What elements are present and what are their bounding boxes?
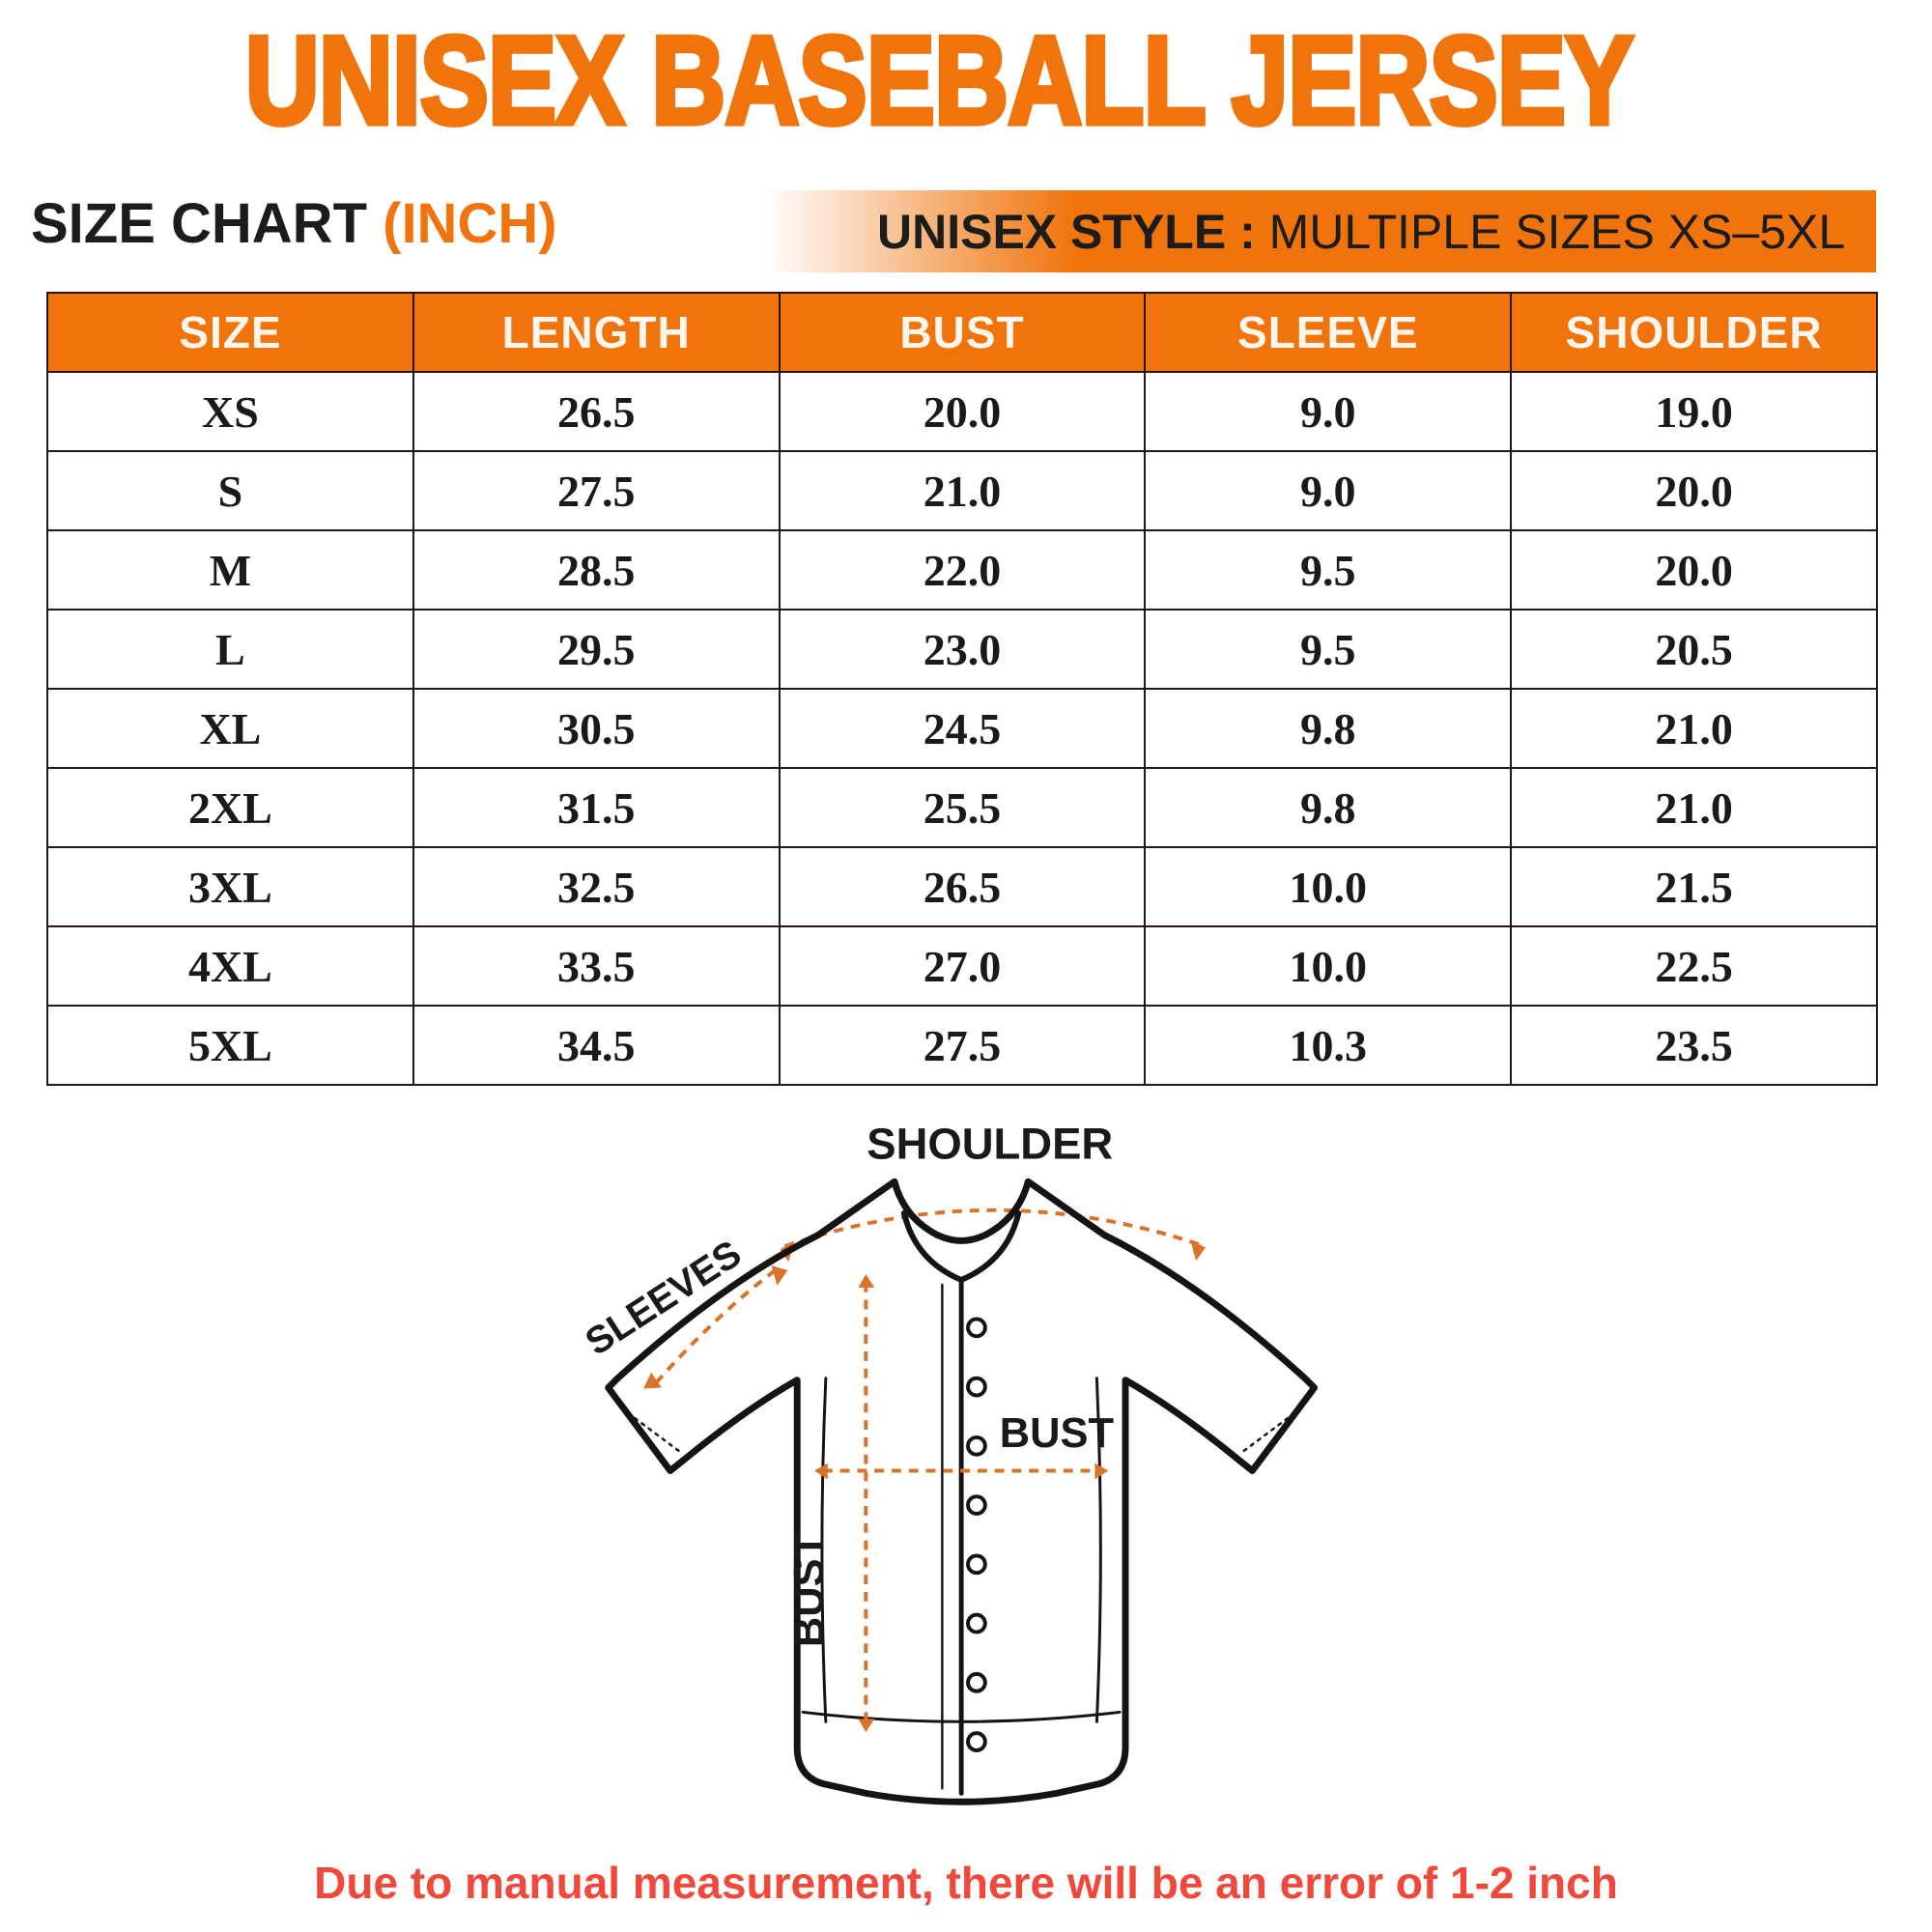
svg-text:SLEEVES: SLEEVES — [580, 1233, 749, 1364]
svg-text:BUST: BUST — [1000, 1410, 1115, 1457]
svg-text:SHOULDER: SHOULDER — [867, 1119, 1113, 1168]
svg-text:BUST: BUST — [786, 1532, 833, 1647]
